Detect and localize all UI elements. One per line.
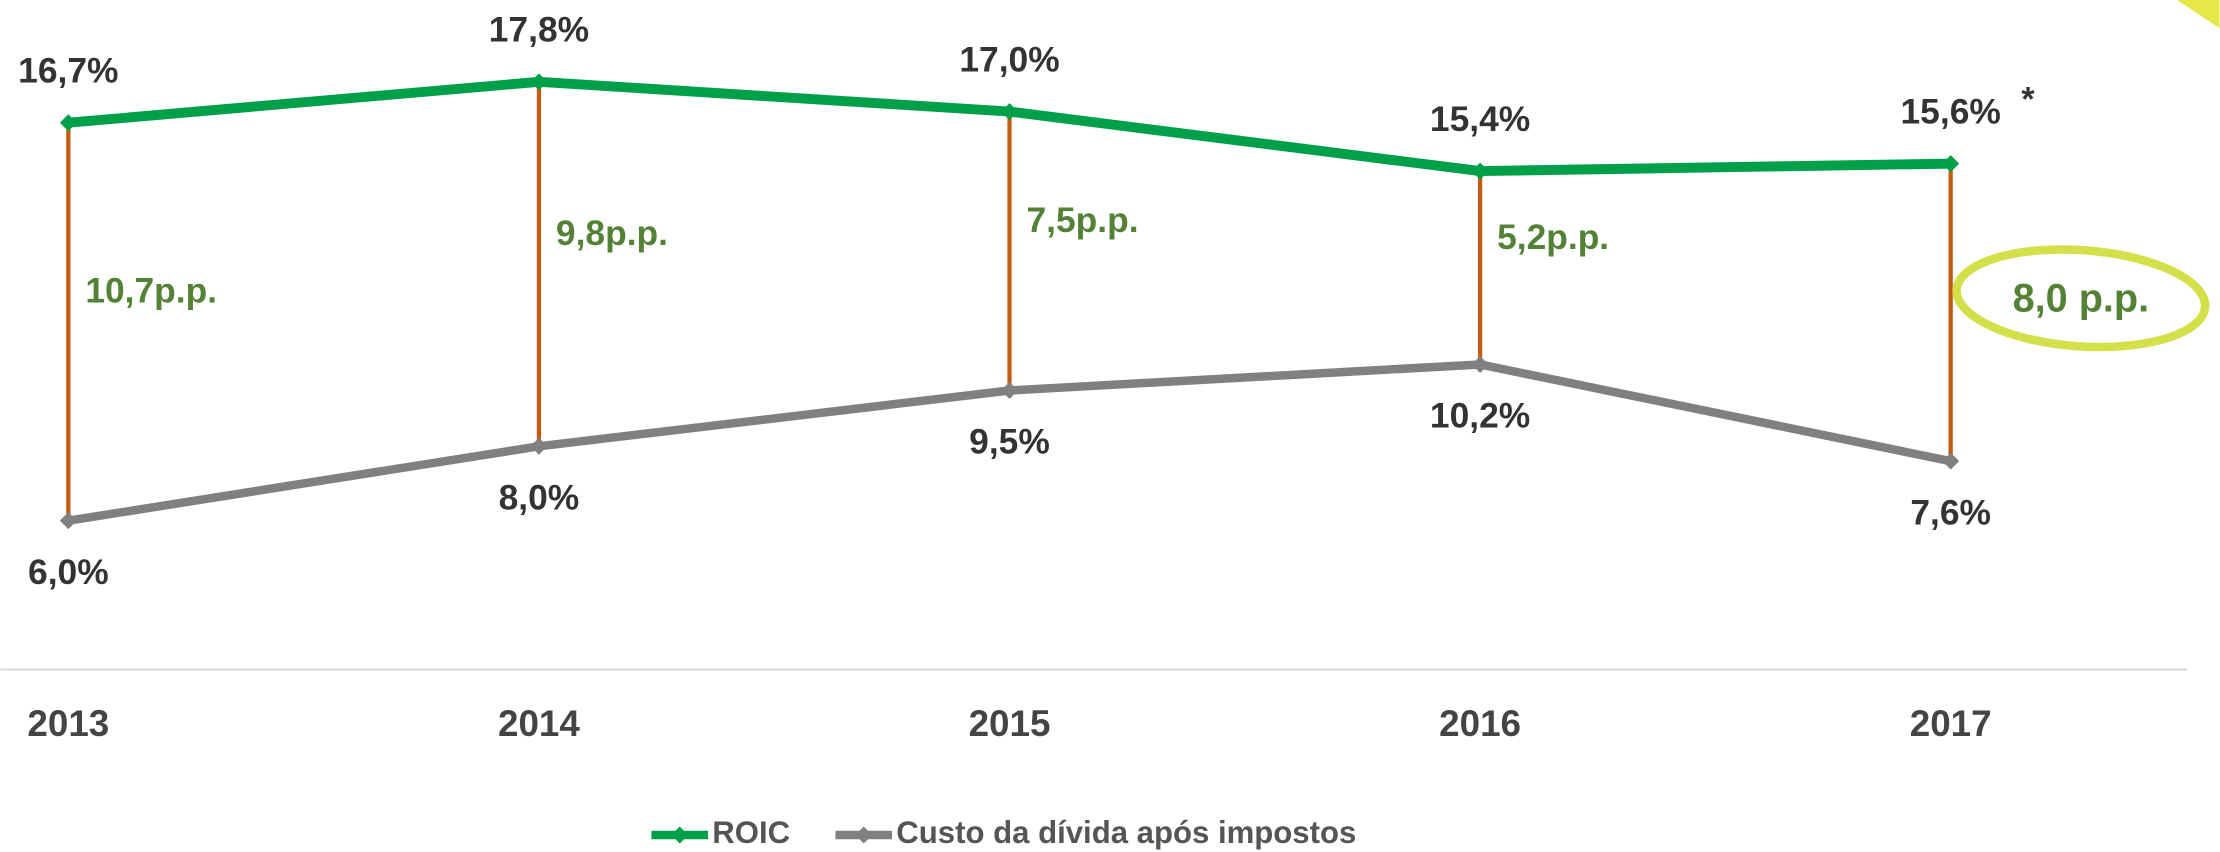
spread-label: 7,5p.p. (1026, 201, 1138, 240)
legend-marker (855, 826, 873, 844)
x-tick-label: 2013 (27, 703, 109, 744)
legend-label: Custo da dívida após impostos (896, 815, 1356, 850)
point-marker (1471, 355, 1489, 373)
point-marker (1001, 103, 1019, 121)
value-label: 8,0% (499, 478, 580, 517)
value-label: 17,0% (959, 40, 1059, 79)
x-tick-label: 2015 (969, 703, 1051, 744)
point-marker (59, 512, 77, 530)
x-tick-label: 2014 (498, 703, 580, 744)
point-marker (1471, 162, 1489, 180)
spread-label: 10,7p.p. (85, 272, 217, 311)
value-label: 15,4% (1430, 100, 1530, 139)
annotation: * (2021, 80, 2035, 118)
value-label: 16,7% (18, 52, 118, 91)
point-marker (530, 437, 548, 455)
spread-label: 5,2p.p. (1497, 218, 1609, 257)
legend-label: ROIC (712, 815, 790, 850)
value-label: 7,6% (1910, 493, 1991, 532)
x-tick-label: 2017 (1910, 703, 1992, 744)
value-label: 6,0% (28, 553, 109, 592)
legend-marker (671, 826, 689, 844)
point-marker (530, 73, 548, 91)
value-label: 15,6% (1901, 92, 2001, 131)
value-label: 9,5% (969, 423, 1050, 462)
point-marker (1001, 382, 1019, 399)
point-marker (1942, 452, 1960, 470)
value-label: 17,8% (489, 11, 589, 50)
spread-label: 9,8p.p. (556, 214, 668, 253)
point-marker (59, 114, 77, 132)
highlight-ring (1952, 245, 2210, 352)
point-marker (1942, 155, 1960, 173)
spread-label: 8,0 p.p. (2013, 277, 2149, 321)
corner-decoration (2177, 0, 2220, 29)
x-tick-label: 2016 (1439, 703, 1521, 744)
value-label: 10,2% (1430, 397, 1530, 436)
